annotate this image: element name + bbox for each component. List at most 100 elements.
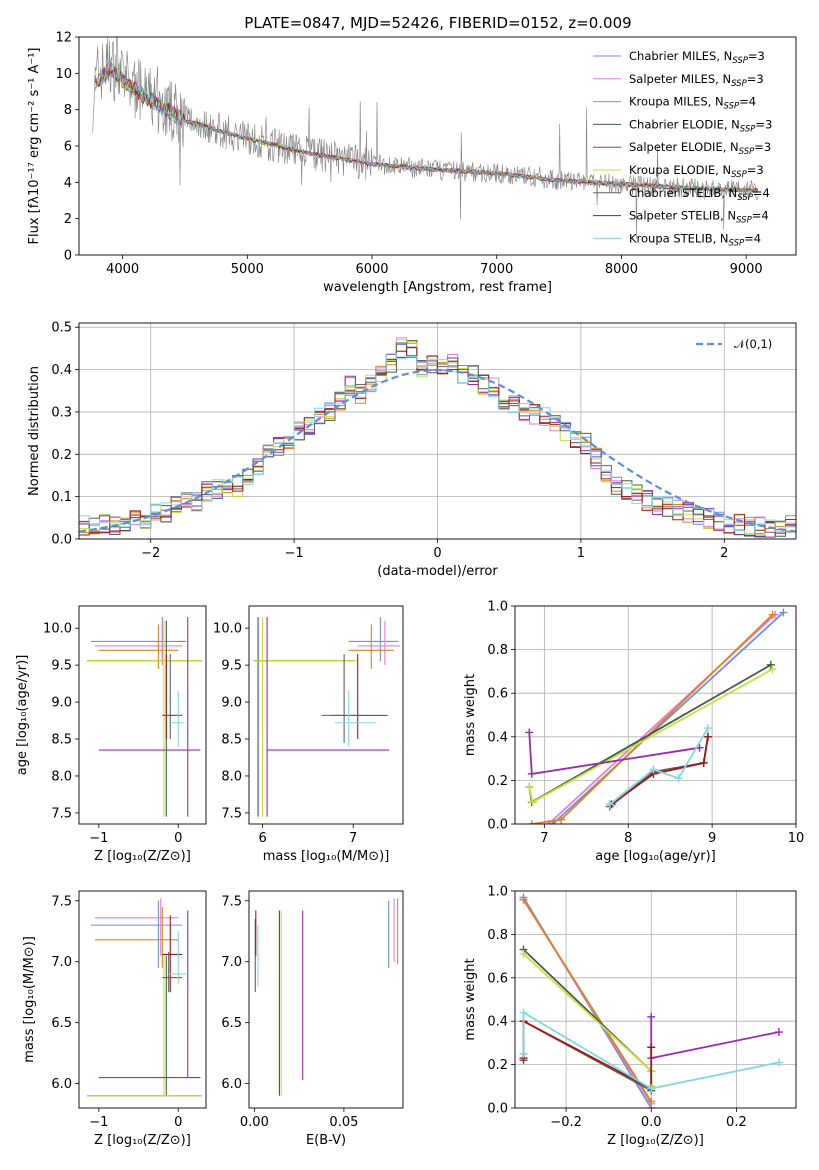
y-axis-label: age [log₁₀(age/yr)] [15, 655, 30, 776]
x-tick-label: 0 [433, 546, 441, 561]
plot-area [254, 898, 399, 1096]
y-tick-label: 0.8 [487, 928, 508, 943]
y-tick-label: 6 [64, 140, 72, 155]
weight-marker [525, 782, 534, 791]
y-tick-label: 1.0 [487, 600, 508, 615]
x-axis-label: age [log₁₀(age/yr)] [595, 849, 716, 864]
x-tick-label: 0.05 [329, 1115, 358, 1130]
plot-area [525, 608, 788, 824]
weight-marker [605, 800, 614, 809]
plot-area [79, 337, 796, 539]
y-tick-label: 0.6 [487, 971, 508, 986]
axes-frame [514, 890, 797, 1109]
y-tick-label: 12 [55, 31, 72, 46]
x-tick-label: 0 [174, 1115, 182, 1130]
axes-frame [78, 322, 797, 540]
weight-marker [525, 728, 534, 737]
x-tick-label: 0.0 [641, 1115, 662, 1130]
observed-spectrum-line [92, 37, 759, 239]
x-tick-label: 6 [258, 831, 266, 846]
weight-vs-age-panel: 7 8 9 10 0.0 0.2 0.4 0.6 0.8 1.0 age [log₁₀(age/yr… [463, 600, 804, 865]
x-tick-label: 2 [720, 546, 728, 561]
plot-area [92, 37, 759, 239]
y-tick-label: 7.5 [221, 894, 242, 909]
x-tick-label: 0.2 [726, 1115, 747, 1130]
axes-frame [248, 605, 404, 825]
weight-line-salpeter-stelib [610, 736, 709, 806]
x-tick-label: 9000 [730, 262, 763, 277]
weight-marker [766, 660, 775, 669]
y-tick-label: 6.0 [221, 1077, 242, 1092]
x-axis-label: Z [log₁₀(Z/Z⊙)] [94, 1133, 191, 1148]
gaussian-curve [79, 368, 796, 533]
y-tick-label: 9.0 [221, 696, 242, 711]
weight-marker [674, 774, 683, 783]
y-tick-label: 0.8 [487, 643, 508, 658]
histogram-kroupa-stelib [79, 353, 796, 539]
y-tick-label: 9.0 [51, 696, 72, 711]
weight-marker [774, 1028, 783, 1037]
y-tick-label: 0 [64, 249, 72, 264]
plot-area [253, 617, 401, 817]
x-axis-label: Z [log₁₀(Z/Z⊙)] [94, 849, 191, 864]
x-tick-label: −1 [285, 546, 304, 561]
weight-marker [519, 1008, 528, 1017]
plot-area [519, 893, 783, 1108]
residual-histogram-panel: −2 −1 0 1 2 0.0 0.1 0.2 0.3 0.4 0.5 (data-model)/er… [27, 321, 797, 579]
legend-entry: Salpeter MILES, NSSP=3 [629, 72, 764, 89]
model-spectrum-kroupa-stelib [94, 60, 759, 194]
x-tick-label: 5000 [231, 262, 264, 277]
weight-line-salpeter-elodie [650, 1016, 780, 1060]
y-tick-label: 1.0 [487, 885, 508, 900]
age-vs-metallicity-panel: −1 0 7.5 8.0 8.5 9.0 9.5 10.0 Z [log₁₀(Z/Z⊙)] age… [15, 605, 207, 864]
plot-area [86, 898, 203, 1097]
y-tick-label: 0.5 [51, 321, 72, 336]
axes-frame [78, 605, 207, 825]
weight-marker [527, 820, 536, 824]
weight-marker [557, 815, 566, 824]
spectrum-legend: Chabrier MILES, NSSP=3 Salpeter MILES, NS… [593, 49, 772, 248]
weight-marker [647, 1043, 656, 1052]
x-tick-label: 9 [708, 831, 716, 846]
y-tick-label: 0.6 [487, 687, 508, 702]
x-tick-label: 0 [174, 831, 182, 846]
legend-entry: 𝒩(0,1) [734, 337, 772, 351]
weight-line-kroupa-miles [531, 614, 774, 824]
y-tick-label: 0.3 [51, 405, 72, 420]
weight-marker [519, 895, 528, 904]
y-axis-label: mass weight [463, 958, 478, 1040]
legend-entry: Chabrier STELIB, NSSP=4 [629, 186, 770, 203]
y-tick-label: 0.4 [51, 363, 72, 378]
x-tick-label: 7 [349, 831, 357, 846]
weight-line-chabrier-elodie [522, 948, 653, 1087]
axes-frame [78, 36, 797, 256]
x-tick-label: 6000 [355, 262, 388, 277]
weight-marker [768, 610, 777, 619]
model-spectrum-salpeter-stelib [94, 68, 759, 194]
plot-area [86, 617, 203, 817]
legend-entry: Salpeter STELIB, NSSP=4 [629, 209, 769, 226]
weight-marker [647, 1097, 656, 1106]
x-axis-label: wavelength [Angstrom, rest frame] [323, 280, 552, 295]
weight-marker [699, 758, 708, 767]
x-tick-label: −2 [141, 546, 160, 561]
spectrum-panel: 4000 5000 6000 7000 8000 9000 0 2 4 6 8 10 12 wavelen… [27, 31, 797, 295]
weight-marker [774, 1058, 783, 1067]
x-axis-label: (data-model)/error [377, 564, 498, 579]
y-tick-label: 8.0 [221, 769, 242, 784]
y-tick-label: 6.5 [221, 1016, 242, 1031]
y-tick-label: 0.0 [51, 533, 72, 548]
y-tick-label: 6.0 [51, 1077, 72, 1092]
y-tick-label: 8 [64, 103, 72, 118]
y-axis-label: mass weight [463, 674, 478, 756]
x-tick-label: −0.2 [550, 1115, 582, 1130]
weight-marker [519, 949, 528, 958]
weight-marker [649, 765, 658, 774]
y-tick-label: 0.2 [487, 1058, 508, 1073]
mass-vs-ebv-panel: 0.00 0.05 6.0 6.5 7.0 7.5 E(B-V) [221, 890, 404, 1148]
axes-frame [248, 890, 404, 1109]
weight-marker [768, 665, 777, 674]
weight-line-kroupa-miles [522, 899, 652, 1102]
axes-frame [78, 890, 207, 1109]
legend-entry: Salpeter ELODIE, NSSP=3 [629, 140, 771, 157]
